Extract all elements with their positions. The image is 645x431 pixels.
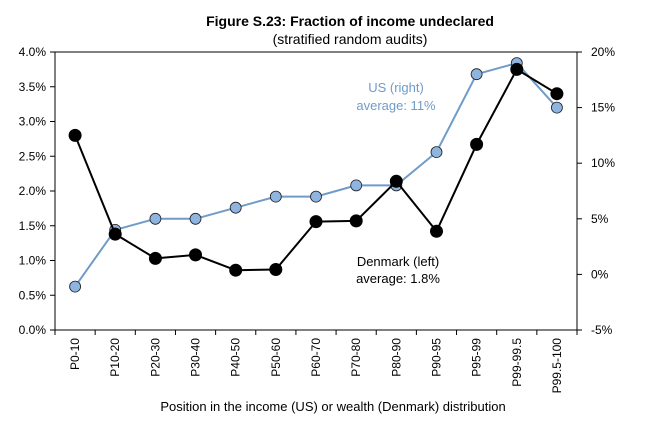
chart-title: Figure S.23: Fraction of income undeclar… [206,13,494,29]
left-tick-label: 4.0% [19,45,47,59]
left-tick-label: 1.5% [19,219,47,233]
us-point [430,146,443,159]
denmark-point [550,87,564,101]
us-point [149,212,162,225]
us-point [269,190,282,203]
x-tick-label: P70-80 [349,338,363,377]
right-tick-label: -5% [591,323,613,337]
x-tick-label: P99-99.5 [510,338,524,387]
denmark-point [108,227,122,241]
denmark-point [309,215,323,229]
denmark-point [349,214,363,228]
denmark-point [510,62,524,76]
x-tick-label: P40-50 [229,338,243,377]
x-tick-label: P50-60 [269,338,283,377]
series-us [69,57,563,293]
annotation-us-average: average: 11% [356,98,436,113]
us-point [551,101,563,114]
left-tick-label: 0.5% [19,288,47,302]
x-tick-label: P10-20 [108,338,122,377]
right-tick-label: 0% [591,267,609,281]
annotation-denmark-label: Denmark (left) [357,254,439,269]
right-tick-label: 15% [591,101,615,115]
denmark-point [229,263,243,277]
x-axis-label: Position in the income (US) or wealth (D… [160,399,505,414]
us-point [310,190,322,203]
denmark-point [470,137,484,151]
chart-subtitle: (stratified random audits) [273,31,428,47]
x-tick-label: P30-40 [189,338,203,377]
left-tick-label: 3.0% [19,115,47,129]
x-tick-label: P80-90 [389,338,403,377]
x-tick-label: P90-95 [429,338,443,377]
left-tick-label: 2.0% [19,184,47,198]
right-tick-label: 5% [591,212,609,226]
us-point [229,201,242,214]
right-axis-ticks: -5% 0% 5% 10% 15% 20% [577,45,615,337]
denmark-point [68,128,82,142]
x-axis-ticks: P0-10 P10-20 P20-30 P30-40 P40-50 P50-60 P60-7… [54,330,578,394]
left-tick-label: 0.0% [19,323,47,337]
left-axis-ticks: 0.0% 0.5% 1.0% 1.5% 2.0% 2.5% 3.0% 3.5% 4.0% [19,45,55,337]
x-tick-label: P20-30 [148,338,162,377]
denmark-point [389,174,403,188]
denmark-point [269,263,283,276]
us-point [350,179,363,192]
x-tick-label: P0-10 [68,338,82,370]
us-point [69,280,81,293]
right-tick-label: 20% [591,45,615,59]
denmark-line [74,68,558,272]
denmark-point [189,248,202,262]
us-point [189,212,202,225]
annotation-denmark-average: average: 1.8% [356,271,440,286]
denmark-point [430,224,443,238]
annotation-us-label: US (right) [368,80,424,95]
x-tick-label: P99.5-100 [550,338,564,394]
right-tick-label: 10% [591,156,615,170]
series-denmark [68,62,564,277]
left-tick-label: 3.5% [19,80,47,94]
x-tick-label: P60-70 [309,338,323,377]
x-tick-label: P95-99 [470,338,484,377]
denmark-point [148,251,162,265]
us-point [470,68,483,81]
left-tick-label: 2.5% [19,149,47,163]
left-tick-label: 1.0% [19,254,47,268]
